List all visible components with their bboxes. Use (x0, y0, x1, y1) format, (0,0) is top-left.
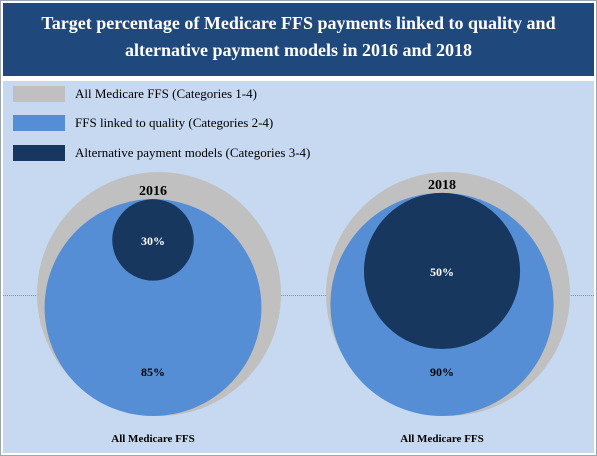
legend-label-linked-to-quality: FFS linked to quality (Categories 2-4) (75, 115, 274, 130)
dotted-divider (3, 295, 594, 296)
chart-title-line-2: alternative payment models in 2016 and 2… (124, 40, 472, 60)
chart-title: Target percentage of Medicare FFS paymen… (3, 10, 594, 64)
nested-circles-plot: 2016 30% 85% All Medicare FFS 2018 50% 90% All … (37, 172, 570, 445)
legend-swatch-all-ffs (13, 86, 65, 102)
alternative-payment-models-circle-2018 (363, 192, 521, 349)
chart-panel: All Medicare FFS (Categories 1-4) FFS li… (3, 81, 594, 453)
year-label-2018: 2018 (428, 178, 456, 193)
linked-to-quality-circle-2016 (44, 199, 262, 416)
legend-swatch-linked-to-quality (13, 115, 65, 131)
legend-label-all-ffs: All Medicare FFS (Categories 1-4) (75, 86, 257, 101)
base-label-2016: All Medicare FFS (111, 433, 195, 445)
alternative-payment-models-value-label-2018: 50% (430, 265, 454, 279)
chart-title-line-1: Target percentage of Medicare FFS paymen… (41, 13, 556, 33)
linked-to-quality-value-label-2016: 85% (141, 365, 165, 379)
legend-label-alternative-payment-models: Alternative payment models (Categories 3… (75, 145, 311, 160)
title-banner: Target percentage of Medicare FFS paymen… (3, 3, 594, 76)
year-label-2016: 2016 (139, 184, 167, 199)
legend-swatch-alternative-payment-models (13, 145, 65, 161)
alternative-payment-models-value-label-2016: 30% (141, 234, 165, 248)
alternative-payment-models-circle-2016 (112, 199, 194, 281)
linked-to-quality-value-label-2018: 90% (430, 365, 454, 379)
base-label-2018: All Medicare FFS (400, 433, 484, 445)
